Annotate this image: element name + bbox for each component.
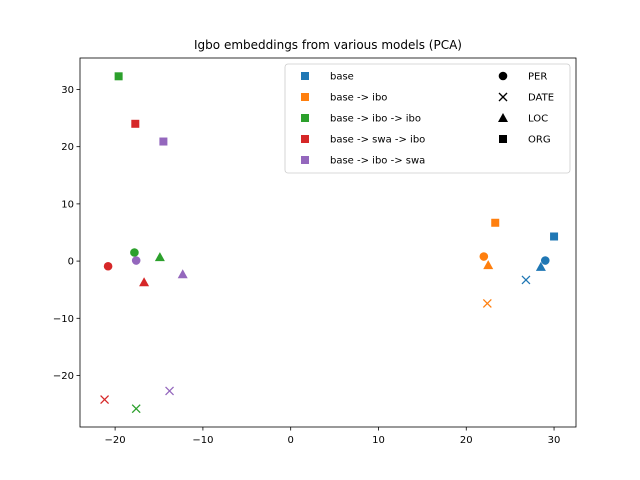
data-point-s2-p1 [131, 404, 141, 414]
data-point-s2-p0 [130, 248, 139, 257]
data-point-s4-p3 [159, 137, 168, 146]
data-point-s0-p2 [535, 261, 546, 271]
x-tick-label: 10 [372, 435, 385, 446]
legend-marker-org [499, 135, 507, 143]
legend-label: DATE [528, 93, 554, 104]
x-tick-label: −20 [105, 435, 126, 446]
legend-label: base -> ibo -> swa [330, 156, 425, 167]
y-tick-label: 20 [61, 142, 74, 153]
x-tick-label: 0 [288, 435, 294, 446]
y-tick-label: 30 [61, 85, 74, 96]
data-point-s0-p3 [550, 232, 559, 241]
legend-swatch [301, 135, 309, 143]
data-point-s2-p2 [154, 252, 165, 262]
legend-label: base -> ibo -> ibo [330, 114, 421, 125]
data-point-s4-p0 [131, 256, 141, 265]
y-tick-label: 10 [61, 199, 74, 210]
legend-label: PER [528, 72, 547, 83]
legend-swatch [301, 156, 309, 164]
legend-swatch [301, 114, 309, 122]
data-point-s1-p1 [482, 298, 492, 308]
legend-label: base -> ibo [330, 93, 387, 104]
legend-box [284, 63, 571, 174]
legend: base base -> ibo base -> ibo -> ibo base ->… [284, 63, 571, 174]
data-point-s4-p2 [177, 269, 188, 279]
legend-label: base -> swa -> ibo [330, 135, 425, 146]
x-tick-label: 30 [548, 435, 561, 446]
legend-label: ORG [528, 135, 551, 146]
y-tick-label: −20 [53, 371, 74, 382]
data-point-s3-p2 [139, 277, 150, 287]
x-tick-label: −10 [192, 435, 213, 446]
data-point-s3-p3 [131, 119, 140, 128]
y-tick-label: −10 [53, 314, 74, 325]
chart-title: Igbo embeddings from various models (PCA… [194, 38, 462, 52]
legend-swatch [301, 72, 309, 80]
data-point-s2-p3 [114, 72, 123, 81]
data-point-s1-p3 [491, 218, 500, 227]
legend-swatch [301, 93, 309, 101]
data-point-s0-p1 [521, 275, 531, 285]
data-point-s0-p0 [540, 256, 550, 265]
legend-marker-loc [498, 113, 508, 122]
data-point-s4-p1 [165, 386, 175, 396]
data-point-s1-p2 [483, 260, 494, 270]
data-point-s3-p1 [100, 395, 110, 404]
y-tick-label: 0 [68, 257, 74, 268]
data-point-s1-p0 [479, 252, 489, 261]
plot-area: −20 −10 0 10 20 30 −20 −10 0 10 20 30 [53, 57, 577, 446]
legend-label: LOC [528, 114, 548, 125]
legend-marker-date [498, 92, 508, 102]
legend-marker-per [498, 71, 508, 81]
axes-frame [79, 57, 577, 428]
x-tick-label: 20 [460, 435, 473, 446]
legend-label: base [330, 72, 354, 83]
data-point-s3-p0 [103, 261, 113, 271]
